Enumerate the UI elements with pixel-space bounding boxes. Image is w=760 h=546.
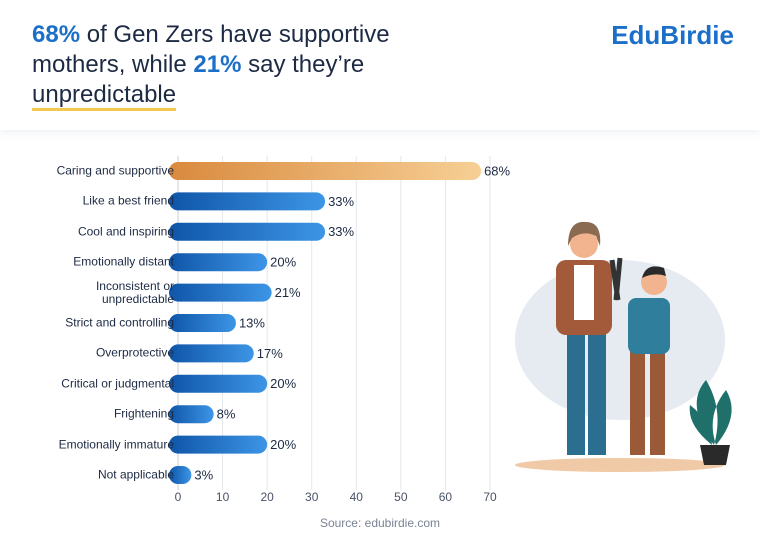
figure [630, 350, 645, 455]
figure [574, 265, 594, 320]
value-label: 21% [275, 285, 301, 300]
bar [169, 283, 272, 302]
title-highlight: 21% [193, 51, 242, 78]
figure [588, 330, 606, 455]
value-label: 13% [239, 315, 265, 330]
category-label: Strict and controlling [65, 315, 174, 330]
category-label: Like a best friend [82, 193, 174, 208]
category-label: Overprotective [95, 345, 174, 360]
x-tick-label: 20 [260, 490, 274, 504]
title: 68% of Gen Zers have supportive mothers,… [32, 20, 432, 111]
logo: EduBirdie [611, 20, 734, 50]
x-tick-label: 50 [394, 490, 408, 504]
title-text: of Gen Zers have supportive mothers, whi… [32, 21, 390, 78]
category-label: Frightening [113, 406, 174, 421]
category-label: Inconsistent or unpredictable [95, 278, 174, 306]
bar [169, 253, 268, 272]
bar [169, 466, 192, 484]
bar [169, 374, 268, 393]
illustration [515, 221, 732, 472]
bar [169, 435, 268, 454]
category-label: Cool and inspiring [77, 224, 174, 239]
x-tick-label: 0 [175, 490, 182, 504]
x-tick-label: 60 [439, 490, 453, 504]
plant-pot [700, 445, 730, 465]
bar [169, 222, 326, 241]
title-highlight: 68% [32, 21, 81, 48]
value-label: 33% [328, 194, 354, 209]
bar [169, 192, 326, 211]
bar [169, 314, 236, 332]
figure [567, 330, 585, 455]
figure [650, 350, 665, 455]
x-tick-label: 40 [350, 490, 364, 504]
value-label: 33% [328, 224, 354, 239]
x-tick-label: 70 [483, 490, 497, 504]
value-label: 68% [484, 163, 510, 178]
category-label: Critical or judgmental [61, 376, 174, 391]
category-label: Not applicable [97, 467, 174, 482]
figure [628, 298, 670, 354]
bar [169, 344, 254, 363]
value-label: 3% [194, 467, 213, 482]
figure [609, 257, 623, 301]
category-label: Emotionally immature [58, 437, 174, 452]
title-text: say they’re [248, 51, 365, 78]
value-label: 20% [270, 255, 296, 270]
value-label: 20% [270, 376, 296, 391]
value-label: 17% [257, 346, 283, 361]
figure [642, 266, 666, 278]
value-label: 8% [217, 407, 236, 422]
figure [570, 230, 598, 258]
category-label: Caring and supportive [56, 163, 174, 178]
x-tick-label: 30 [305, 490, 319, 504]
header: 68% of Gen Zers have supportive mothers,… [0, 0, 760, 130]
bar [169, 405, 214, 424]
floor [515, 458, 725, 472]
bar [169, 162, 482, 180]
figure [568, 221, 601, 246]
plant [689, 380, 732, 445]
title-underlined: unpredictable [32, 81, 177, 111]
value-label: 20% [270, 437, 296, 452]
category-label: Emotionally distant [73, 254, 174, 269]
source: Source: edubirdie.com [320, 516, 440, 530]
x-tick-label: 10 [216, 490, 230, 504]
